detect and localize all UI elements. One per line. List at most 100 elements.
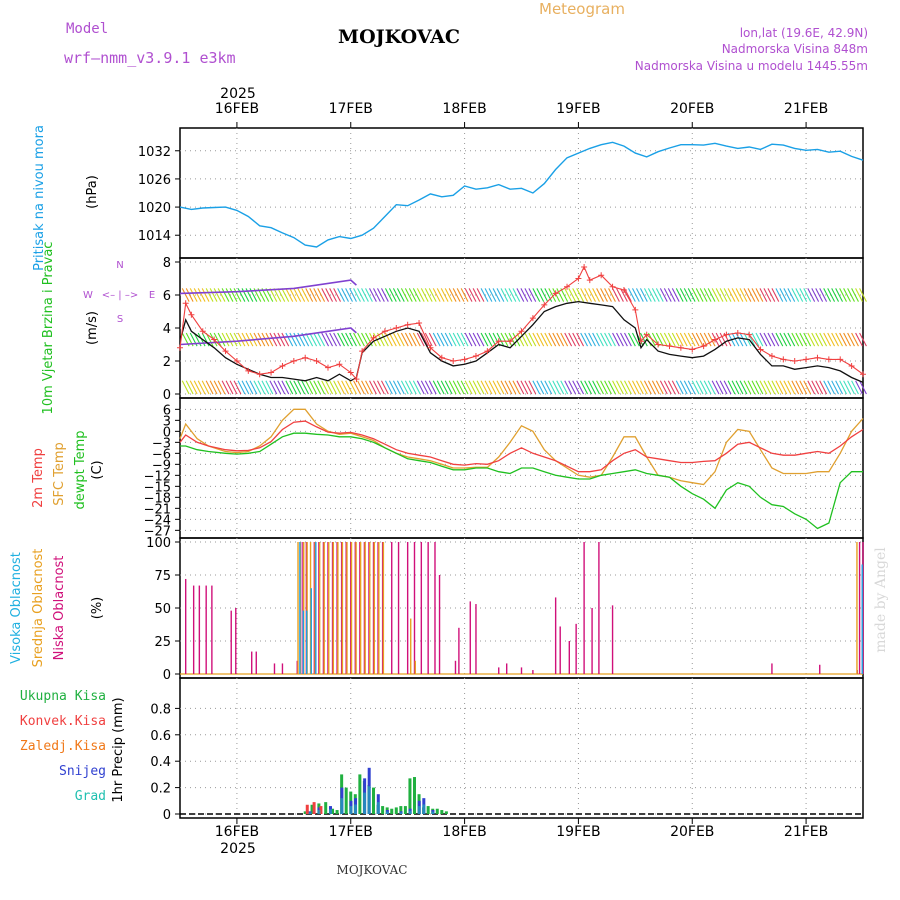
precip-bar <box>390 808 394 814</box>
wind-direction-barb <box>735 288 744 302</box>
y-tick-label: 1026 <box>138 173 171 188</box>
wind-gust-marker <box>791 358 798 364</box>
wind-direction-barb <box>787 332 796 347</box>
wind-direction-barb <box>516 380 525 395</box>
wind-direction-barb <box>293 380 302 395</box>
wind-direction-barb <box>540 332 549 347</box>
wind-direction-barb <box>424 380 433 395</box>
wind-direction-barb <box>807 380 816 395</box>
wind-gust-marker <box>347 369 354 376</box>
wind-gust-marker <box>712 336 719 343</box>
wind-direction-barb <box>313 288 322 302</box>
wind-direction-barb <box>831 288 840 302</box>
wind-gust-marker <box>199 328 206 335</box>
wind-direction-barb <box>592 332 600 347</box>
y-tick-label: 100 <box>146 536 171 551</box>
wind-direction-barb <box>755 332 764 347</box>
wind-direction-barb <box>576 288 585 302</box>
wind-direction-barb <box>763 288 772 302</box>
coords-label: lon,lat (19.6E, 42.9N) <box>740 26 868 40</box>
y-tick-label: 6 <box>163 403 171 418</box>
wind-direction-barb <box>779 288 788 302</box>
wind-direction-barb <box>444 380 453 395</box>
wind-gust-marker <box>632 306 639 313</box>
wind-direction-barb <box>839 332 847 347</box>
wind-direction-barb <box>616 332 624 347</box>
wind-direction-barb <box>285 288 294 302</box>
wind-direction-barb <box>667 288 676 302</box>
wind-direction-barb <box>440 380 449 395</box>
wind-direction-barb <box>831 332 840 347</box>
wind-direction-barb <box>731 380 740 395</box>
precip-hail-bar <box>363 792 367 814</box>
wind-direction-barb <box>536 288 545 302</box>
wind-direction-barb <box>476 380 485 395</box>
precip-bar <box>426 806 430 814</box>
wind-direction-barb <box>572 288 581 302</box>
dewpoint-line <box>180 432 863 530</box>
wind-gust-marker <box>638 338 645 345</box>
day-label-bottom: 21FEB <box>784 824 828 840</box>
wind-direction-barb <box>428 380 437 395</box>
wind-gust-marker <box>620 287 627 294</box>
wind-direction-barb <box>388 288 397 302</box>
wind-direction-barb <box>269 332 278 347</box>
wind-direction-barb <box>556 332 565 347</box>
wind-direction-barb <box>480 380 489 395</box>
wind-direction-barb <box>380 332 389 347</box>
wind-direction-barb <box>496 380 505 395</box>
wind-direction-barb <box>309 332 318 347</box>
wind-direction-barb <box>329 332 338 347</box>
wind-direction-barb <box>580 380 589 395</box>
precip-bar <box>399 806 403 814</box>
wind-direction-barb <box>217 380 226 395</box>
wind-direction-barb <box>273 288 282 302</box>
wind-direction-barb <box>257 380 266 395</box>
wind-direction-barb <box>181 380 190 395</box>
wind-gust-marker <box>438 354 445 361</box>
wind-direction-barb <box>811 288 820 302</box>
sfc-temp-line <box>179 408 864 486</box>
wind-direction-barb <box>528 288 537 302</box>
precip-label-conv: Konvek.Kisa <box>20 714 106 729</box>
wind-gust-marker <box>256 371 263 378</box>
wind-direction-barb <box>392 288 401 302</box>
precip-bar <box>310 804 314 814</box>
wind-direction-barb <box>819 332 828 347</box>
wind-direction-barb <box>608 288 616 302</box>
wind-direction-barb <box>552 380 561 395</box>
wind-direction-barb <box>843 332 851 347</box>
wind-direction-barb <box>528 380 537 395</box>
y-tick-label: −15 <box>144 480 171 495</box>
wind-direction-barb <box>297 380 306 395</box>
wind-direction-barb <box>823 332 832 347</box>
wind-direction-barb <box>221 288 230 302</box>
wind-direction-barb <box>663 380 672 395</box>
y-tick-label: −21 <box>144 502 171 517</box>
compass-west: W <box>83 290 93 301</box>
wind-gust-marker <box>495 338 502 345</box>
y-tick-label: 0.8 <box>150 702 171 717</box>
wind-direction-barb <box>205 288 214 302</box>
wind-direction-barb <box>835 332 843 347</box>
y-tick-label: 25 <box>154 635 171 650</box>
precip-hail-bar <box>431 811 435 814</box>
wind-direction-barb <box>408 288 417 302</box>
y-tick-label: 75 <box>154 569 171 584</box>
wind-gust-marker <box>677 344 684 351</box>
wind-direction-barb <box>285 380 294 395</box>
wind-direction-barb <box>807 332 816 347</box>
wind-direction-barb <box>635 288 644 302</box>
wind-direction-barb <box>189 380 198 395</box>
wind-direction-barb <box>560 288 569 302</box>
wind-direction-barb <box>751 288 760 302</box>
precip-bar <box>381 806 385 814</box>
wind-direction-barb <box>735 380 744 395</box>
wind-direction-barb <box>600 288 608 302</box>
day-label-top: 21FEB <box>784 101 828 117</box>
wind-gust-marker <box>313 358 320 364</box>
wind-direction-barb <box>353 288 361 302</box>
wind-gust-marker <box>450 358 457 364</box>
wind-direction-barb <box>739 380 748 395</box>
wind-direction-barb <box>233 288 242 302</box>
